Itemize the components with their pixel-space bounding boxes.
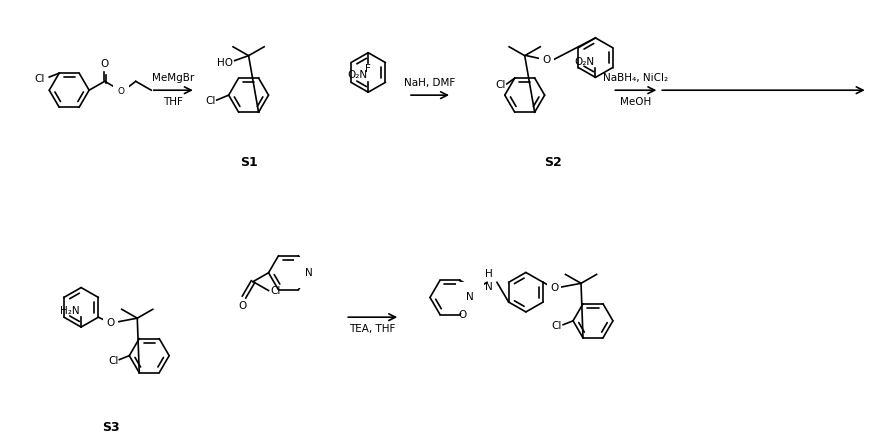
Text: Cl: Cl: [205, 96, 216, 106]
Text: Cl: Cl: [35, 74, 45, 84]
Text: MeMgBr: MeMgBr: [152, 73, 195, 83]
Text: F: F: [365, 64, 371, 74]
Text: HO: HO: [216, 57, 233, 67]
Text: NaBH₄, NiCl₂: NaBH₄, NiCl₂: [603, 73, 668, 83]
Text: O: O: [101, 60, 109, 70]
Text: N: N: [466, 293, 474, 302]
Text: O₂N: O₂N: [347, 71, 368, 80]
Text: Cl: Cl: [270, 286, 281, 296]
Text: MeOH: MeOH: [620, 97, 652, 107]
Text: N: N: [485, 283, 493, 292]
Text: Cl: Cl: [495, 80, 506, 90]
Text: S2: S2: [544, 156, 561, 170]
Text: TEA, THF: TEA, THF: [349, 324, 396, 334]
Text: N: N: [304, 268, 312, 278]
Text: Cl: Cl: [552, 321, 562, 331]
Text: S3: S3: [103, 421, 120, 434]
Text: O: O: [238, 301, 246, 311]
Text: H₂N: H₂N: [59, 306, 79, 316]
Text: S1: S1: [240, 156, 257, 170]
Text: O: O: [542, 55, 551, 65]
Text: O: O: [117, 87, 124, 95]
Text: Cl: Cl: [108, 356, 118, 366]
Text: O: O: [458, 310, 467, 320]
Text: O: O: [106, 318, 115, 328]
Text: THF: THF: [163, 97, 183, 107]
Text: O₂N: O₂N: [574, 57, 594, 67]
Text: NaH, DMF: NaH, DMF: [404, 78, 455, 88]
Text: H: H: [485, 269, 493, 279]
Text: O: O: [550, 283, 558, 293]
